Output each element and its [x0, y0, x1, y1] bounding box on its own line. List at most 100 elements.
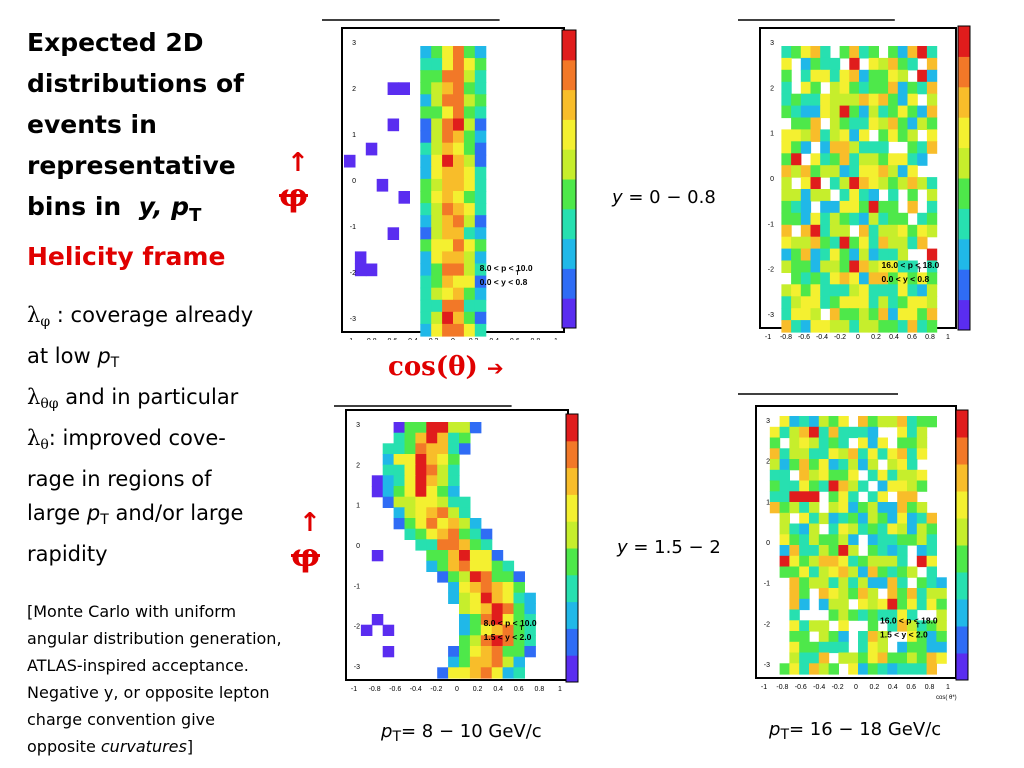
note-line: rapidity — [27, 542, 108, 566]
pt-range: = 16 − 18 GeV/c — [789, 719, 942, 740]
heatmap-cell — [800, 93, 812, 107]
heatmap-cell — [779, 502, 790, 514]
heatmap-cell — [800, 200, 812, 214]
heatmap-cell — [415, 507, 427, 519]
heatmap-cell — [789, 555, 800, 568]
heatmap-plot: 3 2 1 0 -1 -2 -3 -1 -0.8 -0.6 -0.4 -0.2 0 0.2 0.4 0.6 0.… — [334, 405, 579, 693]
heatmap-cell — [849, 272, 860, 285]
heatmap-cell — [926, 57, 938, 71]
heatmap-cell — [820, 260, 831, 273]
x-tick-label: -0.4 — [410, 686, 422, 693]
heatmap-cell — [820, 153, 831, 166]
heatmap-cell — [809, 512, 820, 525]
title-y: y — [138, 192, 153, 221]
heatmap-cell — [839, 320, 850, 333]
heatmap-cell — [897, 459, 908, 471]
heatmap-cell — [810, 153, 821, 166]
heatmap-cell — [878, 177, 889, 190]
heatmap-cell — [769, 437, 781, 449]
heatmap-cell — [799, 491, 810, 503]
heatmap-cell — [810, 272, 821, 285]
heatmap-cell — [769, 426, 781, 439]
heatmap-cell — [907, 609, 918, 621]
heatmap-cell — [828, 426, 839, 439]
heatmap-cell — [800, 320, 812, 333]
heatmap-cell — [398, 191, 410, 204]
heatmap-cell — [867, 663, 879, 675]
heatmap-cell — [382, 486, 395, 498]
heatmap-cell — [848, 512, 859, 525]
heatmap-cell — [800, 212, 812, 226]
heatmap-plot: 3 2 1 0 -1 -2 -3 -1 -0.8 -0.6 -0.4 -0.2 0 0.2 0.4 0.6 0.… — [322, 19, 577, 340]
heatmap-cell — [809, 416, 820, 428]
heatmap-cell — [859, 177, 870, 190]
heatmap-cell — [820, 69, 831, 83]
heatmap-cell — [799, 598, 810, 611]
heatmap-cell — [513, 635, 525, 647]
heatmap-cell — [839, 212, 850, 226]
heatmap-cell — [453, 239, 465, 252]
heatmap-cell — [838, 652, 849, 664]
heatmap-cell — [888, 236, 899, 250]
heatmap-cell — [877, 577, 888, 589]
colorbar-segment — [562, 238, 576, 269]
heatmap-cell — [463, 130, 476, 144]
heatmap-cell — [926, 308, 938, 321]
heatmap-cell — [459, 539, 471, 551]
colorbar-segment — [562, 149, 576, 180]
heatmap-cell — [426, 550, 438, 562]
heatmap-cell — [868, 284, 879, 297]
heatmap-cell — [828, 609, 839, 621]
heatmap-cell — [838, 609, 849, 621]
heatmap-cell — [867, 588, 879, 600]
heatmap-cell — [829, 248, 841, 262]
heatmap-cell — [474, 203, 487, 216]
heatmap-cell — [453, 251, 465, 265]
heatmap-cell — [829, 177, 841, 190]
heatmap-cell — [469, 550, 482, 562]
heatmap-cell — [502, 656, 515, 668]
heatmap-cell — [926, 272, 938, 285]
heatmap-cell — [868, 177, 879, 190]
heatmap-cell — [474, 46, 487, 59]
heatmap-cell — [888, 248, 899, 262]
heatmap-cell — [849, 69, 860, 83]
heatmap-cell — [781, 141, 792, 154]
heatmap-cell — [848, 502, 859, 514]
heatmap-cell — [849, 248, 860, 262]
heatmap-cell — [867, 426, 879, 439]
heatmap-cell — [838, 545, 849, 557]
heatmap-cell — [818, 545, 830, 557]
heatmap-cell — [818, 588, 830, 600]
heatmap-cell — [781, 177, 792, 190]
heatmap-cell — [426, 432, 438, 444]
heatmap-cell — [431, 203, 443, 216]
pt-range: = 8 − 10 GeV/c — [401, 721, 542, 742]
heatmap-cell — [463, 227, 476, 240]
heatmap-cell — [810, 57, 821, 71]
heatmap-cell — [839, 129, 850, 142]
y-tick-label: -2 — [354, 624, 360, 631]
heatmap-cell — [789, 459, 800, 471]
heatmap-cell — [907, 448, 918, 460]
heatmap-cell — [463, 215, 476, 228]
heatmap-cell — [474, 227, 487, 240]
heatmap-cell — [868, 308, 879, 321]
range-label-sub: T — [916, 624, 920, 630]
x-tick-label: 0.4 — [493, 686, 503, 693]
heatmap-cell — [848, 545, 859, 557]
heatmap-cell — [887, 588, 898, 600]
heatmap-cell — [849, 165, 860, 178]
heatmap-cell — [877, 609, 888, 621]
heatmap-cell — [404, 496, 416, 508]
heatmap-cell — [442, 287, 454, 301]
up-arrow-icon: ↑ — [287, 148, 309, 178]
heatmap-cell — [448, 432, 460, 444]
heatmap-cell — [907, 480, 918, 492]
heatmap-cell — [897, 480, 908, 492]
heatmap-cell — [459, 667, 471, 679]
heatmap-cell — [453, 311, 465, 325]
colorbar-segment — [562, 119, 576, 150]
colorbar-segment — [562, 268, 576, 299]
heatmap-cell — [849, 117, 860, 130]
